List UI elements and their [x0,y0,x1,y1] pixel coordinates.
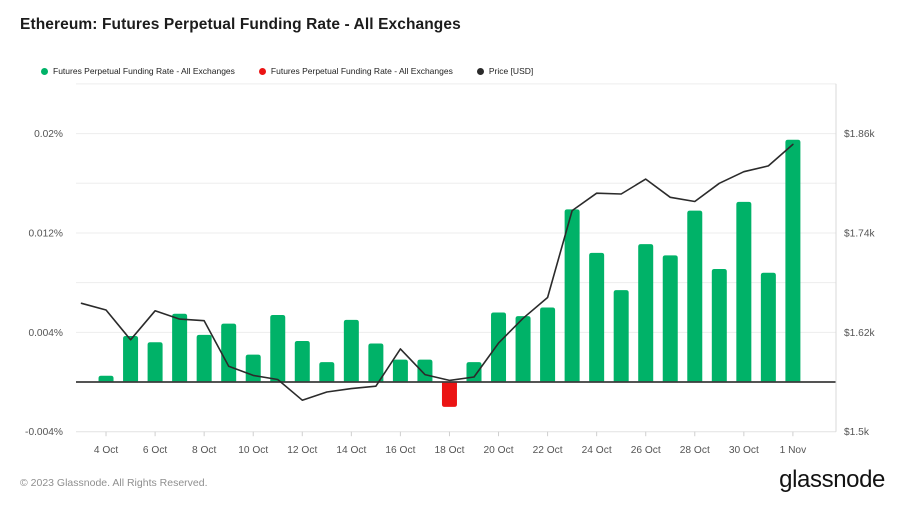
legend-dot-green-icon [41,67,48,75]
funding-rate-bar [638,244,654,383]
legend-item-label: Futures Perpetual Funding Rate - All Exc… [270,66,453,76]
x-axis-tick-label: 30 Oct [729,445,759,456]
x-axis-tick-label: 20 Oct [484,445,514,456]
price-line [80,143,794,402]
funding-rate-bar [564,209,580,383]
x-axis-tick-label: 22 Oct [533,445,563,456]
funding-rate-bar [515,316,531,383]
legend-dot-red-icon [258,67,266,75]
funding-rate-bar [760,272,776,383]
x-axis-tick-label: 26 Oct [631,445,661,456]
x-axis-tick-label: 12 Oct [287,445,317,456]
funding-rate-bar [613,290,629,383]
x-axis-tick-label: 14 Oct [336,445,366,456]
x-axis-tick-label: 1 Nov [780,445,808,456]
funding-rate-bar [417,359,433,383]
funding-rate-bar [245,354,261,383]
funding-rate-bar [123,336,139,383]
glassnode-logo: glassnode [779,466,885,493]
funding-rate-bar [491,312,507,383]
left-axis-tick-label: 0.004% [28,328,63,339]
funding-rate-bar [147,342,163,383]
legend-item-funding-negative[interactable]: Futures Perpetual Funding Rate - All Exc… [258,66,453,76]
legend-item-funding-positive[interactable]: Futures Perpetual Funding Rate - All Exc… [41,66,235,76]
funding-rate-bar [736,201,752,383]
x-axis-tick-label: 8 Oct [192,445,217,456]
funding-rate-bar [711,268,727,383]
funding-rate-bar [687,210,703,383]
x-axis-tick-label: 16 Oct [385,445,415,456]
funding-rate-bar [98,375,114,383]
right-axis-tick-label: $1.5k [844,427,870,438]
funding-rate-bar [441,382,457,407]
funding-rate-bar [589,252,605,383]
copyright-text: © 2023 Glassnode. All Rights Reserved. [20,477,208,489]
legend-item-price[interactable]: Price [USD] [476,66,534,76]
funding-rate-bar [319,362,335,383]
funding-rate-bar [221,323,237,383]
left-axis-tick-label: -0.004% [25,427,63,438]
legend-item-label: Futures Perpetual Funding Rate - All Exc… [53,66,235,76]
x-axis-tick-label: 10 Oct [238,445,268,456]
right-axis-tick-label: $1.62k [844,328,875,339]
left-axis-tick-label: 0.02% [34,129,63,140]
legend: Futures Perpetual Funding Rate - All Exc… [41,66,533,76]
funding-rate-bar [172,313,188,383]
x-axis-tick-label: 24 Oct [582,445,612,456]
funding-rate-bar [392,359,408,383]
funding-rate-bar [662,255,678,383]
funding-rate-bar [368,343,384,383]
x-axis-tick-label: 28 Oct [680,445,710,456]
funding-rate-bar [785,139,801,383]
left-axis-tick-label: 0.012% [28,228,63,239]
funding-rate-bar [540,307,556,383]
x-axis-tick-label: 18 Oct [434,445,464,456]
right-axis-tick-label: $1.74k [844,228,875,239]
funding-rate-bar [466,362,482,383]
funding-rate-bar [294,341,310,383]
legend-item-label: Price [USD] [488,66,534,76]
funding-rate-bar [270,314,286,383]
x-axis-tick-label: 6 Oct [143,445,168,456]
funding-rate-bar [196,334,212,383]
funding-rate-bar [343,319,359,383]
legend-dot-black-icon [476,67,484,75]
right-axis-tick-label: $1.86k [844,129,875,140]
page-title: Ethereum: Futures Perpetual Funding Rate… [20,16,461,33]
x-axis-tick-label: 4 Oct [94,445,119,456]
